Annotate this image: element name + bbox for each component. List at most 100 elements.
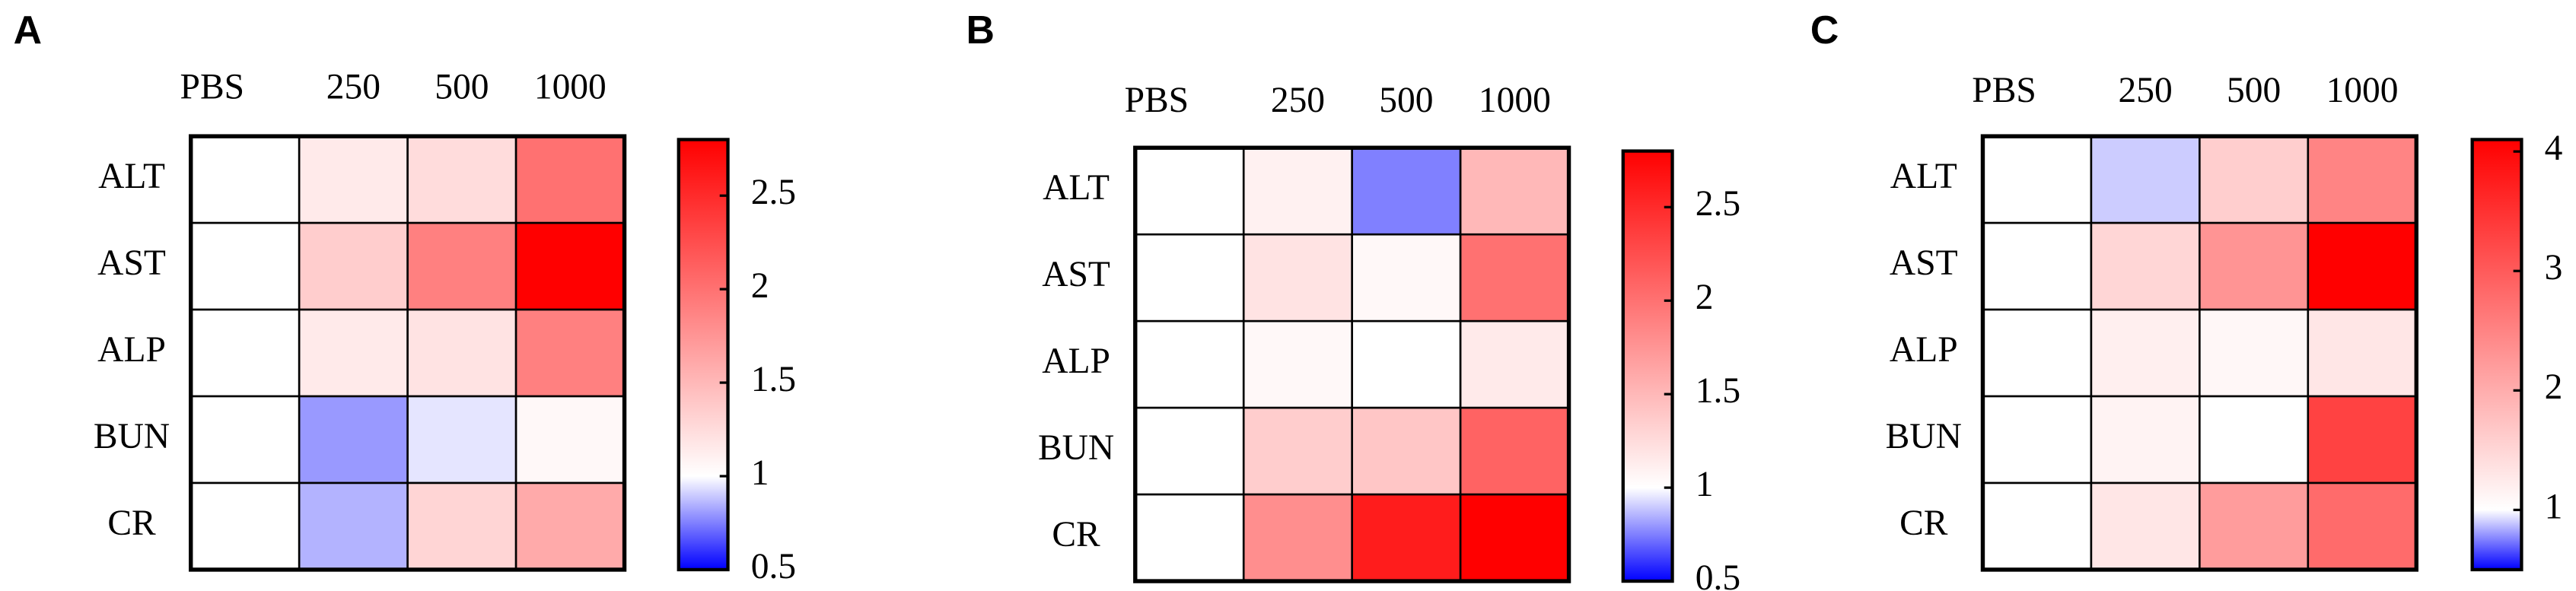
row-label: AST <box>1042 255 1110 294</box>
row-label: BUN <box>94 417 170 456</box>
heatmap-cell <box>2090 221 2201 311</box>
heatmap-border <box>189 134 627 572</box>
panel-label: C <box>1810 8 1839 52</box>
heatmap-cell <box>1982 221 2093 311</box>
column-label: 1000 <box>2326 71 2399 110</box>
heatmap-cell <box>189 308 301 398</box>
colorbar <box>677 138 730 572</box>
heatmap-cell <box>298 395 409 485</box>
row-label: ALT <box>1043 168 1110 208</box>
heatmap-cell <box>189 135 301 224</box>
heatmap-cell <box>1982 481 2093 571</box>
colorbar-tick-label: 2 <box>751 266 769 306</box>
heatmap-cell <box>1134 319 1245 409</box>
row-label: BUN <box>1886 417 1962 456</box>
heatmap-cell <box>1982 395 2093 485</box>
colorbar-tick-label: 1.5 <box>751 360 796 399</box>
heatmap-cell <box>2199 481 2310 571</box>
column-label: 250 <box>2119 71 2173 110</box>
heatmap-cell <box>2090 135 2201 224</box>
heatmap-cell <box>1242 493 1353 583</box>
row-label: BUN <box>1038 428 1114 468</box>
column-label: 1000 <box>534 68 607 107</box>
heatmap-cell <box>1351 146 1462 236</box>
heatmap-cell <box>514 221 626 311</box>
colorbar <box>2470 138 2523 572</box>
heatmap-cell <box>514 395 626 485</box>
heatmap-cell <box>189 395 301 485</box>
heatmap-cell <box>406 308 517 398</box>
heatmap-cell <box>298 308 409 398</box>
heatmap-cell <box>1459 233 1570 323</box>
colorbar-tick-label: 3 <box>2545 248 2563 288</box>
heatmap-cell <box>189 221 301 311</box>
heatmap-cell <box>1459 406 1570 496</box>
heatmap-cell <box>298 221 409 311</box>
column-label: 500 <box>2227 71 2281 110</box>
row-label: ALT <box>98 157 165 196</box>
panel-label: B <box>966 8 994 52</box>
colorbar <box>1621 149 1674 583</box>
heatmap-cell <box>2090 481 2201 571</box>
colorbar-tick-label: 1.5 <box>1696 371 1740 411</box>
heatmap-cell <box>514 481 626 571</box>
heatmap-cell <box>1242 233 1353 323</box>
colorbar-tick-label: 1 <box>751 453 769 493</box>
colorbar-tick-label: 4 <box>2545 129 2563 168</box>
heatmap-cell <box>1982 135 2093 224</box>
column-label: 1000 <box>1479 81 1551 120</box>
heatmap-cell <box>298 135 409 224</box>
column-label: PBS <box>180 68 244 107</box>
heatmap-cell <box>406 221 517 311</box>
row-label: CR <box>107 504 156 543</box>
heatmap-cell <box>2307 135 2418 224</box>
heatmap-cell <box>1351 406 1462 496</box>
row-label: AST <box>1890 243 1958 283</box>
colorbar-tick-label: 1 <box>2545 487 2563 526</box>
panel-label: A <box>14 8 42 52</box>
heatmap-cell <box>406 395 517 485</box>
heatmap-cell <box>2090 308 2201 398</box>
column-label: PBS <box>1972 71 2036 110</box>
heatmap-cell <box>1134 233 1245 323</box>
heatmap-cell <box>406 481 517 571</box>
row-label: CR <box>1052 515 1100 554</box>
row-label: CR <box>1899 504 1948 543</box>
column-label: 250 <box>326 68 381 107</box>
heatmap-cell <box>514 135 626 224</box>
heatmap-cell <box>1242 319 1353 409</box>
colorbar-tick-label: 0.5 <box>1696 558 1740 591</box>
column-label: 500 <box>435 68 489 107</box>
heatmap-cell <box>406 135 517 224</box>
heatmap-cell <box>1459 146 1570 236</box>
heatmap-cell <box>1242 406 1353 496</box>
heatmap-cell <box>2307 308 2418 398</box>
heatmap-cell <box>189 481 301 571</box>
heatmap-cell <box>1134 146 1245 236</box>
colorbar-tick-label: 1 <box>1696 465 1714 504</box>
colorbar-tick-label: 0.5 <box>751 547 796 586</box>
heatmap-cell <box>2307 221 2418 311</box>
heatmap-cell <box>1351 319 1462 409</box>
heatmap-cell <box>2090 395 2201 485</box>
heatmap-border <box>1980 134 2418 572</box>
heatmap-cell <box>2307 481 2418 571</box>
colorbar-tick-label: 2.5 <box>751 173 796 212</box>
heatmap-cell <box>1459 493 1570 583</box>
heatmap-cell <box>2307 395 2418 485</box>
heatmap-cell <box>2199 135 2310 224</box>
heatmap-cell <box>1351 493 1462 583</box>
row-label: ALP <box>1890 330 1958 370</box>
heatmap-cell <box>1134 406 1245 496</box>
heatmap-cell <box>2199 395 2310 485</box>
heatmap-cell <box>2199 221 2310 311</box>
row-label: ALP <box>1042 342 1110 381</box>
colorbar-tick-label: 2 <box>2545 367 2563 407</box>
heatmap-cell <box>298 481 409 571</box>
heatmap-cell <box>1351 233 1462 323</box>
colorbar-tick-label: 2.5 <box>1696 184 1740 224</box>
heatmap-cell <box>1982 308 2093 398</box>
heatmap-cell <box>1134 493 1245 583</box>
row-label: ALP <box>97 330 166 370</box>
